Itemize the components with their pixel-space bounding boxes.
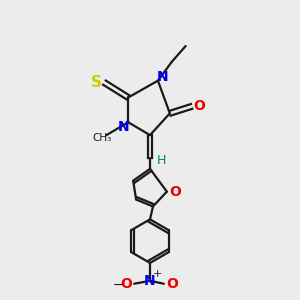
Text: O: O	[166, 277, 178, 291]
Text: +: +	[153, 269, 163, 279]
Text: N: N	[144, 274, 156, 288]
Text: S: S	[91, 75, 102, 90]
Text: N: N	[157, 70, 169, 84]
Text: O: O	[169, 184, 181, 199]
Text: O: O	[120, 277, 132, 291]
Text: O: O	[194, 99, 206, 113]
Text: H: H	[157, 154, 167, 167]
Text: −: −	[113, 279, 124, 292]
Text: CH₃: CH₃	[93, 133, 112, 143]
Text: N: N	[117, 120, 129, 134]
